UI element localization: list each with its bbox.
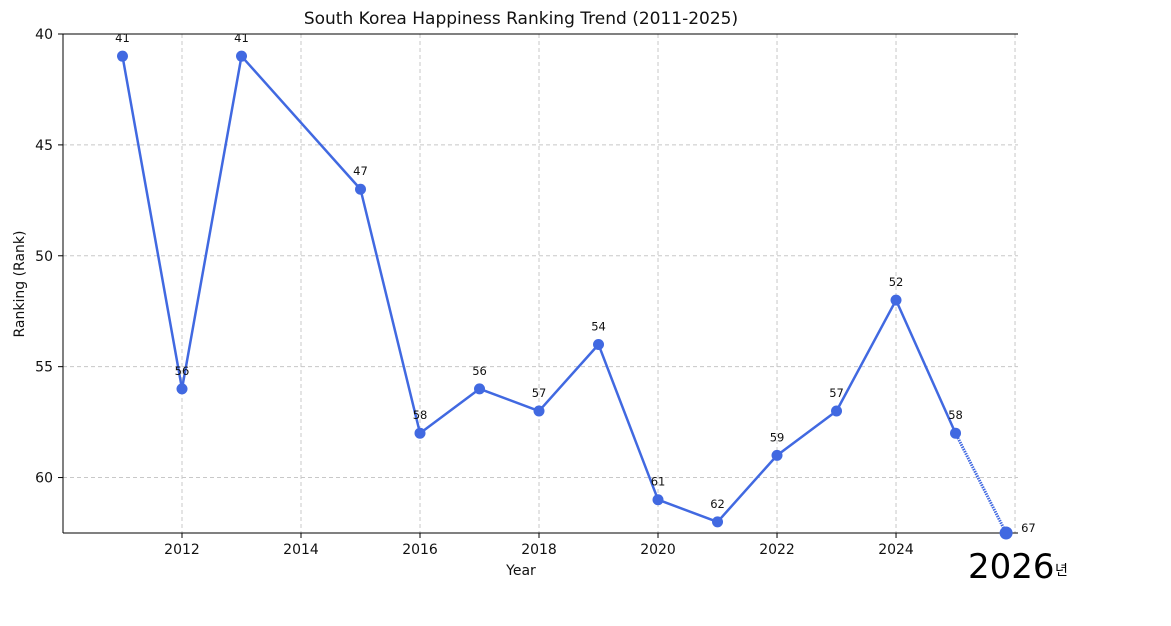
- x-tick-label: 2014: [283, 542, 319, 558]
- data-label: 47: [353, 164, 368, 178]
- data-label: 62: [710, 497, 725, 511]
- data-label: 52: [889, 275, 904, 289]
- axis-ticks: 2012 2014 2016 2018 2020 2022 2024 40 45 50 55 60: [35, 27, 914, 558]
- data-point: [176, 383, 188, 395]
- data-point: [414, 427, 426, 439]
- y-tick-label: 40: [35, 27, 53, 43]
- series-points: [117, 50, 1013, 540]
- data-label: 57: [829, 386, 844, 400]
- series-line-path: [121, 54, 957, 524]
- y-tick-label: 55: [35, 360, 53, 376]
- y-tick-label: 60: [35, 471, 53, 487]
- data-label: 58: [413, 408, 428, 422]
- x-tick-label: 2024: [878, 542, 914, 558]
- data-point: [117, 50, 129, 62]
- grid-lines: [63, 33, 1018, 533]
- data-point: [831, 405, 843, 417]
- data-point: [236, 50, 248, 62]
- x-axis-label: Year: [505, 563, 536, 579]
- y-axis-label: Ranking (Rank): [12, 231, 28, 338]
- overlay-year-text: 2026: [968, 547, 1055, 587]
- data-label: 54: [591, 319, 606, 333]
- extension-data-point: [999, 526, 1013, 540]
- data-point: [593, 338, 605, 350]
- x-tick-label: 2020: [640, 542, 676, 558]
- data-label: 57: [532, 386, 547, 400]
- data-point: [712, 516, 724, 528]
- y-tick-label: 50: [35, 249, 53, 265]
- data-label: 58: [948, 408, 963, 422]
- data-point: [652, 494, 664, 506]
- x-tick-label: 2022: [759, 542, 795, 558]
- x-tick-label: 2016: [402, 542, 438, 558]
- data-label: 56: [175, 364, 190, 378]
- overlay-year-suffix: 년: [1055, 563, 1068, 579]
- data-label: 41: [115, 31, 130, 45]
- x-tick-label: 2018: [521, 542, 557, 558]
- data-label: 56: [472, 364, 487, 378]
- chart-title: South Korea Happiness Ranking Trend (201…: [304, 9, 738, 29]
- data-point: [771, 449, 783, 461]
- data-labels: 41 56 41 47 58 56 57 54 61 62 59 57 52 58 67: [115, 31, 1036, 535]
- data-point: [355, 183, 367, 195]
- y-tick-label: 45: [35, 138, 53, 154]
- data-point: [533, 405, 545, 417]
- data-label: 41: [234, 31, 249, 45]
- data-label: 61: [651, 475, 666, 489]
- series-line: [121, 54, 1008, 534]
- data-label: 59: [770, 430, 785, 444]
- extension-data-label: 67: [1021, 521, 1036, 535]
- data-point: [950, 427, 962, 439]
- x-tick-label: 2012: [164, 542, 200, 558]
- data-point: [474, 383, 486, 395]
- data-point: [890, 294, 902, 306]
- extension-line-segment: [954, 432, 1008, 534]
- axes-spines: [62, 33, 1018, 534]
